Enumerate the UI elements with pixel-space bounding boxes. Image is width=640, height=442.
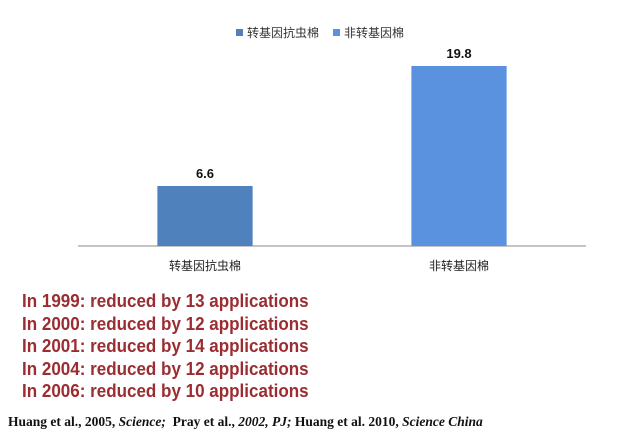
note-2006: In 2006: reduced by 10 applications	[22, 380, 309, 401]
note-2000: In 2000: reduced by 12 applications	[22, 312, 309, 334]
note-2001: In 2001: reduced by 14 applications	[22, 335, 309, 356]
x-tick-label-gm-cotton: 转基因抗虫棉	[169, 258, 241, 273]
bar-gm-cotton	[157, 186, 253, 246]
legend-item-gm-cotton: 转基因抗虫棉	[235, 24, 319, 41]
legend-label-non-gm-cotton: 非转基因棉	[344, 26, 405, 40]
citation-authors-1: Huang et al., 2005,	[8, 414, 119, 429]
bar-chart: 6.6 转基因抗虫棉 19.8 非转基因棉	[78, 46, 586, 273]
citation-journal-1: Science;	[118, 414, 166, 429]
citation: Huang et al., 2005, Science; Pray et al.…	[8, 414, 483, 430]
legend-item-non-gm-cotton: 非转基因棉	[333, 24, 404, 41]
citation-authors-2: Pray et al.,	[172, 414, 239, 429]
citation-journal-3: Science China	[402, 414, 483, 429]
legend-swatch-gm-cotton	[235, 29, 243, 36]
note-2004: In 2004: reduced by 12 applications	[22, 357, 309, 379]
citation-journal-2: 2002, PJ;	[238, 414, 292, 429]
data-label-gm-cotton: 6.6	[196, 166, 214, 181]
x-tick-label-non-gm-cotton: 非转基因棉	[429, 258, 489, 273]
chart-legend: 转基因抗虫棉 非转基因棉	[0, 24, 640, 41]
data-label-non-gm-cotton: 19.8	[446, 46, 471, 61]
legend-label-gm-cotton: 转基因抗虫棉	[246, 26, 319, 40]
note-1999: In 1999: reduced by 13 applications	[22, 290, 309, 311]
legend-swatch-non-gm-cotton	[333, 29, 340, 36]
reduction-notes: In 1999: reduced by 13 applications In 2…	[22, 290, 309, 403]
citation-authors-3: Huang et al. 2010,	[294, 414, 403, 429]
bar-non-gm-cotton	[411, 66, 507, 246]
